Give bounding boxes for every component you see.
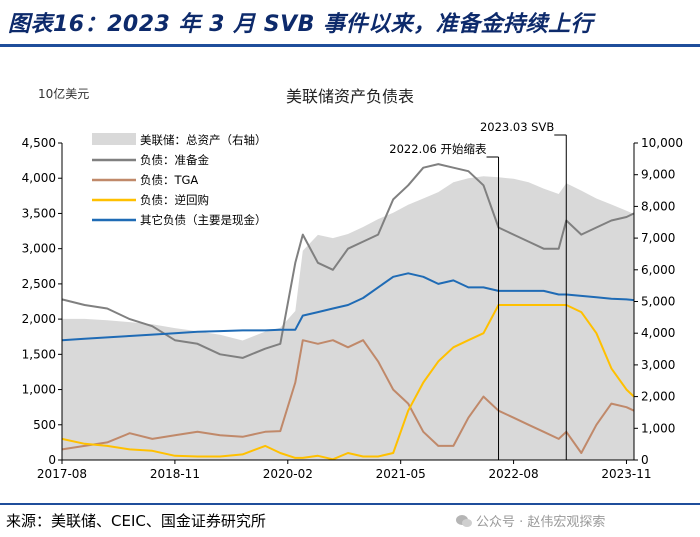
y-tick-label-left: 4,500	[22, 136, 56, 150]
x-tick-label: 2020-02	[263, 467, 313, 481]
annotation-svb-label: 2023.03 SVB	[480, 120, 554, 134]
y-tick-label-left: 2,000	[22, 312, 56, 326]
series-line-reverse-repo	[61, 304, 635, 461]
y-tick-label-right: 2,000	[641, 390, 675, 404]
y-tick-label-right: 10,000	[641, 136, 683, 150]
series-line-reserves	[61, 163, 635, 359]
figure-header: 图表16：2023 年 3 月 SVB 事件以来，准备金持续上行	[0, 0, 700, 50]
wechat-icon	[456, 514, 472, 528]
balance-sheet-chart: 10亿美元 美联储资产负债表 2022.06 开始缩表 2023.03 SVB 0 5…	[22, 86, 683, 481]
series-line-other-liabilities	[61, 272, 635, 342]
x-tick-label: 2018-11	[150, 467, 200, 481]
legend-total-assets-label: 美联储：总资产（右轴）	[140, 133, 267, 147]
y-tick-label-right: 9,000	[641, 168, 675, 182]
x-tick-label: 2022-08	[489, 467, 539, 481]
annotation-qt-start-label: 2022.06 开始缩表	[389, 142, 487, 156]
watermark: 公众号 · 赵伟宏观探索	[456, 511, 605, 530]
y-tick-label-right: 7,000	[641, 231, 675, 245]
y-tick-label-left: 4,000	[22, 171, 56, 185]
x-tick-label: 2017-08	[37, 467, 87, 481]
y-tick-label-left: 1,000	[22, 383, 56, 397]
source-note: 来源：美联储、CEIC、国金证券研究所	[6, 512, 266, 530]
chart-title: 美联储资产负债表	[286, 87, 414, 106]
y-tick-label-right: 6,000	[641, 263, 675, 277]
y-tick-label-right: 5,000	[641, 295, 675, 309]
x-tick-label: 2021-05	[376, 467, 426, 481]
legend-total-assets-swatch	[92, 133, 136, 145]
watermark-text: 公众号 · 赵伟宏观探索	[476, 515, 606, 530]
header-rule	[0, 44, 700, 47]
series-line-tga	[61, 339, 635, 454]
legend-tga-label: 负债：TGA	[140, 173, 198, 187]
plot-area: 2022.06 开始缩表 2023.03 SVB 0 500 1,000 1,500 2,0…	[22, 120, 683, 481]
y-tick-label-left: 3,000	[22, 242, 56, 256]
legend-reserves-label: 负债：准备金	[140, 153, 209, 167]
x-tick-label: 2023-11	[601, 467, 651, 481]
y-tick-label-right: 4,000	[641, 326, 675, 340]
series-area-total-assets	[62, 176, 634, 461]
y-tick-label-left: 500	[33, 418, 56, 432]
y-tick-label-left: 2,500	[22, 277, 56, 291]
y-tick-label-right: 1,000	[641, 421, 675, 435]
y-tick-label-left: 0	[48, 453, 56, 467]
footer-rule	[0, 503, 700, 505]
legend-reverse-repo-label: 负债：逆回购	[140, 193, 209, 207]
y-tick-label-left: 3,500	[22, 206, 56, 220]
y-tick-label-left: 1,500	[22, 347, 56, 361]
y-tick-label-right: 3,000	[641, 358, 675, 372]
y-tick-label-right: 0	[641, 453, 649, 467]
legend-other-liabilities-label: 其它负债（主要是现金）	[140, 213, 267, 227]
figure-title: 图表16：2023 年 3 月 SVB 事件以来，准备金持续上行	[8, 12, 594, 37]
y-tick-label-right: 8,000	[641, 199, 675, 213]
unit-label: 10亿美元	[38, 86, 89, 101]
